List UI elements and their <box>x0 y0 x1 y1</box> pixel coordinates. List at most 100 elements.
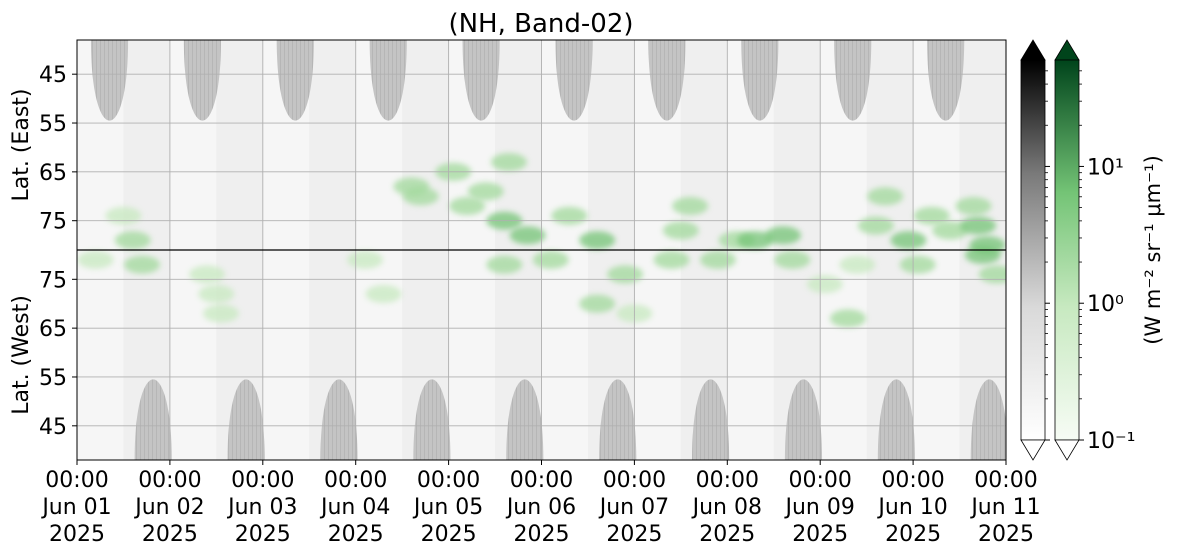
night-lobe <box>183 40 221 121</box>
x-tick-year: 2025 <box>514 522 570 547</box>
night-lobe <box>276 40 314 121</box>
x-tick-date: Jun 07 <box>598 495 669 520</box>
x-tick-time: 00:00 <box>881 468 944 493</box>
x-tick-year: 2025 <box>792 522 848 547</box>
y-tick-label: 75 <box>39 210 67 235</box>
green-patch <box>960 216 997 235</box>
green-patch <box>189 265 226 284</box>
y-tick-label: 55 <box>39 366 67 391</box>
colorbar-ticks: 10⁻¹ 10⁰ 10¹ <box>1045 70 1135 454</box>
night-lobe <box>555 40 593 121</box>
night-lobe <box>648 40 686 121</box>
colorbar-greys-extend-top <box>1020 39 1046 61</box>
y-tick-label: 65 <box>39 161 67 186</box>
green-patch <box>198 284 235 303</box>
green-patch <box>509 226 546 245</box>
colorbar-greens-body <box>1054 59 1080 441</box>
x-tick-date: Jun 05 <box>412 495 483 520</box>
colorbar-greens <box>1054 39 1080 461</box>
green-patch <box>551 206 588 225</box>
colorbar-greys <box>1020 39 1046 461</box>
green-patch <box>579 294 616 313</box>
x-tick-time: 00:00 <box>603 468 666 493</box>
green-patch <box>890 231 927 250</box>
x-tick-year: 2025 <box>49 522 105 547</box>
green-patch <box>532 250 569 269</box>
x-tick-year: 2025 <box>606 522 662 547</box>
green-patch <box>964 245 1001 264</box>
x-tick-time: 00:00 <box>231 468 294 493</box>
night-lobes <box>90 40 1006 460</box>
green-patch <box>467 182 504 201</box>
y-tick-label: 55 <box>39 112 67 137</box>
x-tick-date: Jun 01 <box>40 495 111 520</box>
green-patch <box>830 309 867 328</box>
green-patch <box>653 250 690 269</box>
x-tick-time: 00:00 <box>417 468 480 493</box>
x-tick-date: Jun 10 <box>876 495 947 520</box>
night-lobe <box>927 40 965 121</box>
night-lobe <box>462 40 500 121</box>
colorbar-greens-extend-bottom <box>1054 439 1080 461</box>
green-patch <box>662 221 699 240</box>
green-patch <box>806 275 843 294</box>
green-patch <box>77 250 114 269</box>
colorbar-greys-extend-bottom <box>1020 439 1046 461</box>
x-tick-time: 00:00 <box>788 468 851 493</box>
x-tick-date: Jun 03 <box>226 495 297 520</box>
x-tick-time: 00:00 <box>138 468 201 493</box>
green-patch <box>579 231 616 250</box>
x-tick-date: Jun 09 <box>784 495 855 520</box>
green-patch <box>449 197 486 216</box>
x-tick-time: 00:00 <box>324 468 387 493</box>
y-axis-west: 75 65 55 45 <box>39 268 77 440</box>
night-lobe <box>970 379 1006 460</box>
green-patch <box>114 231 151 250</box>
x-tick-year: 2025 <box>978 522 1034 547</box>
y-tick-label: 45 <box>39 415 67 440</box>
night-lobe <box>834 40 872 121</box>
y-axis-east: 45 55 65 75 <box>39 63 77 235</box>
x-tick-date: Jun 02 <box>133 495 204 520</box>
green-patch <box>402 187 439 206</box>
colorbar-greys-body <box>1020 59 1046 441</box>
colorbar-label: (W m⁻² sr⁻¹ μm⁻¹) <box>1141 155 1165 345</box>
x-tick-time: 00:00 <box>974 468 1037 493</box>
green-patch <box>346 250 383 269</box>
green-patch <box>899 255 936 274</box>
green-patch <box>978 265 1006 284</box>
night-lobe <box>877 379 915 460</box>
ylabel-east: Lat. (East) <box>9 89 34 202</box>
y-tick-label: 65 <box>39 317 67 342</box>
green-patch <box>202 304 239 323</box>
x-tick-year: 2025 <box>885 522 941 547</box>
chart-title: (NH, Band-02) <box>448 9 633 39</box>
x-tick-time: 00:00 <box>510 468 573 493</box>
green-patch <box>955 197 992 216</box>
night-lobe <box>599 379 637 460</box>
x-tick-year: 2025 <box>699 522 755 547</box>
night-lobe <box>320 379 358 460</box>
y-tick-label: 45 <box>39 63 67 88</box>
x-tick-date: Jun 06 <box>505 495 576 520</box>
colorbar-greens-extend-top <box>1054 39 1080 61</box>
ylabel-west: Lat. (West) <box>9 295 34 415</box>
colorbar-tick-label: 10¹ <box>1087 155 1124 180</box>
night-lobe <box>741 40 779 121</box>
x-tick-year: 2025 <box>328 522 384 547</box>
night-lobe <box>784 379 823 460</box>
night-lobe <box>506 379 544 460</box>
green-patch <box>867 187 904 206</box>
green-patch <box>700 250 737 269</box>
x-tick-date: Jun 11 <box>969 495 1040 520</box>
night-lobe <box>90 40 129 121</box>
green-patch <box>365 284 402 303</box>
green-patch <box>857 216 894 235</box>
colorbar-tick-label: 10⁻¹ <box>1087 429 1135 454</box>
night-lobe <box>134 379 172 460</box>
green-patch <box>607 265 644 284</box>
colorbar-tick-label: 10⁰ <box>1087 292 1124 317</box>
green-patch <box>490 153 527 172</box>
green-patch <box>765 226 802 245</box>
